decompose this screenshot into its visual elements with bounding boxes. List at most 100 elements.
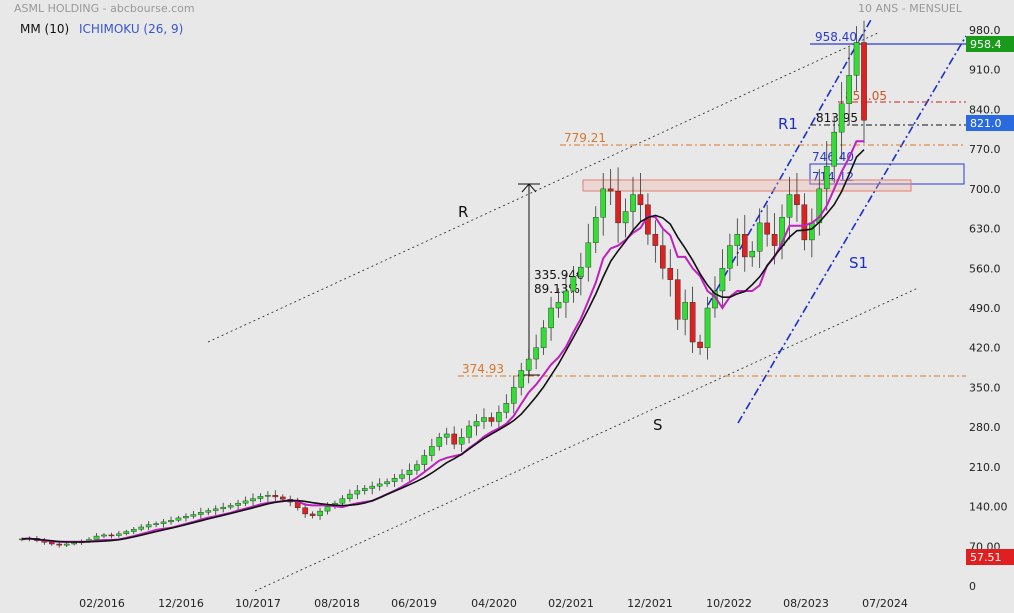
candle-up [682,302,688,320]
candle-up [376,483,383,487]
candle-down [764,222,770,235]
candle-down [660,245,666,269]
label-s: S [653,416,663,434]
candle-up [570,276,577,292]
candle-up [339,498,346,504]
y-tick-label: 0 [969,580,976,593]
candle-up [354,490,361,495]
y-tick-label: 490.0 [969,302,1001,315]
candle-up [756,222,763,252]
zone-box-blue [809,163,965,185]
y-tick-label: 840.0 [969,103,1001,116]
x-tick-label: 02/2016 [79,597,125,610]
x-tick-label: 06/2019 [391,597,437,610]
candle-up [265,495,271,497]
candle-up [235,502,241,506]
candle-up [145,524,152,528]
candle-up [518,370,525,388]
candle-up [846,75,852,104]
candle-down [667,268,674,280]
price-tag-level-text: 821.0 [970,117,1002,130]
candle-up [823,165,830,190]
y-tick-label: 980.0 [969,24,1001,37]
candle-up [168,519,174,523]
y-tick-label: 210.0 [969,461,1001,474]
candle-up [324,506,331,512]
y-tick-label: 350.0 [969,381,1001,394]
y-tick-label: 560.0 [969,262,1001,275]
candle-down [488,417,495,422]
measure-arrowhead [521,183,537,193]
candle-up [347,493,353,499]
candle-up [436,437,443,447]
candle-down [741,234,748,258]
candle-down [674,279,681,320]
candle-up [406,470,413,476]
x-tick-label: 07/2024 [862,597,908,610]
candle-down [272,495,279,498]
candle-up [369,485,376,489]
candle-up [116,533,122,536]
candle-down [697,341,703,348]
x-tick-label: 12/2016 [158,597,204,610]
y-tick-label: 700.0 [969,183,1001,196]
candle-up [384,481,390,485]
candle-up [555,302,562,309]
price-tag-level [966,115,1014,131]
candle-up [525,358,532,371]
y-tick-label: 280.0 [969,421,1001,434]
candle-down [309,513,316,516]
candle-down [607,188,614,192]
candle-up [175,517,182,521]
candle-up [242,500,249,504]
candle-up [93,535,100,540]
candle-up [153,523,159,525]
candle-up [421,455,428,465]
x-tick-label: 08/2023 [783,597,829,610]
candle-up [63,543,70,546]
candle-up [71,542,77,545]
candle-up [496,412,502,422]
candle-up [473,421,480,427]
y-tick-label: 420.0 [969,342,1001,355]
candle-up [719,268,726,292]
candle-up [205,510,212,513]
y-axis: 980.0 910.0 840.0 770.0 700.0 630.0 560.0 490.0… [969,24,1008,593]
candle-down [861,42,867,121]
r1-channel-line [707,17,873,306]
candle-up [190,514,197,517]
candle-up [391,478,398,482]
ichimoku-line [21,140,864,543]
candle-up [734,234,741,246]
candle-up [592,217,599,243]
candle-up [540,327,547,348]
candle-up [630,194,636,212]
price-tag-last [966,36,1014,52]
candle-down [279,496,286,500]
chart-title: ASML HOLDING - abcbourse.com [14,2,195,15]
candle-up [503,403,510,413]
price-tag-low-text: 57.51 [970,551,1002,564]
candle-up [443,433,450,438]
moving-average-line [21,149,865,543]
candle-down [652,234,659,246]
candle-up [212,508,219,511]
candle-up [220,506,226,510]
candle-up [130,529,137,532]
candle-up [578,266,584,277]
y-tick-label: 770.0 [969,143,1001,156]
level-814-label: 813.95 [816,111,858,125]
candle-up [838,103,845,133]
y-tick-label: 630.0 [969,223,1001,236]
candle-down [451,433,457,445]
candle-up [414,464,420,471]
candle-up [563,290,569,303]
support-channel-line [254,287,919,592]
candle-down [49,542,55,545]
candle-up [466,425,472,438]
candle-up [809,222,815,241]
candle-up [548,307,554,329]
candle-up [786,194,793,218]
